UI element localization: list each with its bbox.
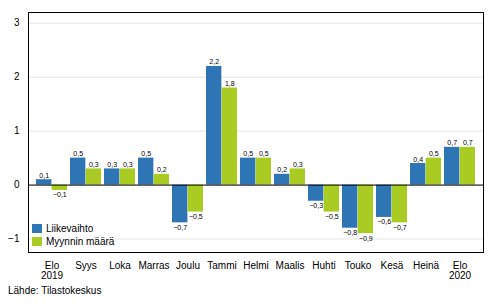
- svg-text:0,7: 0,7: [447, 139, 457, 146]
- svg-text:−0,7: −0,7: [173, 224, 187, 231]
- svg-text:0,2: 0,2: [157, 166, 167, 173]
- svg-text:0,4: 0,4: [413, 156, 423, 163]
- svg-text:Heinä: Heinä: [413, 260, 440, 271]
- svg-text:2: 2: [14, 71, 20, 82]
- svg-text:Loka: Loka: [109, 260, 131, 271]
- svg-text:Marras: Marras: [138, 260, 169, 271]
- svg-text:Joulu: Joulu: [176, 260, 200, 271]
- svg-text:−0,1: −0,1: [53, 191, 67, 198]
- svg-text:Helmi: Helmi: [243, 260, 269, 271]
- svg-text:Elo2019: Elo2019: [41, 260, 64, 281]
- svg-text:1,8: 1,8: [225, 80, 235, 87]
- svg-text:Tammi: Tammi: [207, 260, 236, 271]
- svg-text:1: 1: [14, 125, 20, 136]
- svg-text:−0,5: −0,5: [189, 213, 203, 220]
- svg-text:Syys: Syys: [75, 260, 97, 271]
- svg-text:−0,7: −0,7: [393, 224, 407, 231]
- svg-text:−0,9: −0,9: [359, 235, 373, 242]
- svg-text:−0,8: −0,8: [343, 229, 357, 236]
- svg-text:2,2: 2,2: [209, 58, 219, 65]
- svg-text:0,1: 0,1: [39, 172, 49, 179]
- html-text:Lähde: Tilastokeskus: Lähde: Tilastokeskus: [8, 285, 102, 296]
- html-text:Liikevaihto: Liikevaihto: [46, 223, 94, 234]
- svg-text:Touko: Touko: [345, 260, 372, 271]
- svg-text:−0,3: −0,3: [309, 202, 323, 209]
- svg-text:−1: −1: [8, 233, 20, 244]
- html-text:Myynnin määrä: Myynnin määrä: [46, 236, 115, 247]
- svg-text:0,3: 0,3: [107, 161, 117, 168]
- svg-text:Maalis: Maalis: [276, 260, 305, 271]
- svg-text:−0,6: −0,6: [377, 218, 391, 225]
- svg-text:0,5: 0,5: [259, 150, 269, 157]
- svg-text:−0,5: −0,5: [325, 213, 339, 220]
- svg-text:0,5: 0,5: [73, 150, 83, 157]
- svg-text:0,7: 0,7: [463, 139, 473, 146]
- svg-text:Huhti: Huhti: [312, 260, 335, 271]
- svg-text:0,3: 0,3: [89, 161, 99, 168]
- svg-text:0,5: 0,5: [243, 150, 253, 157]
- svg-text:0,2: 0,2: [277, 166, 287, 173]
- svg-text:0,5: 0,5: [429, 150, 439, 157]
- svg-text:3: 3: [14, 17, 20, 28]
- svg-text:0,3: 0,3: [293, 161, 303, 168]
- svg-text:0,3: 0,3: [123, 161, 133, 168]
- svg-text:0: 0: [14, 179, 20, 190]
- svg-text:0,5: 0,5: [141, 150, 151, 157]
- svg-text:Elo2020: Elo2020: [449, 260, 472, 281]
- svg-text:Kesä: Kesä: [381, 260, 404, 271]
